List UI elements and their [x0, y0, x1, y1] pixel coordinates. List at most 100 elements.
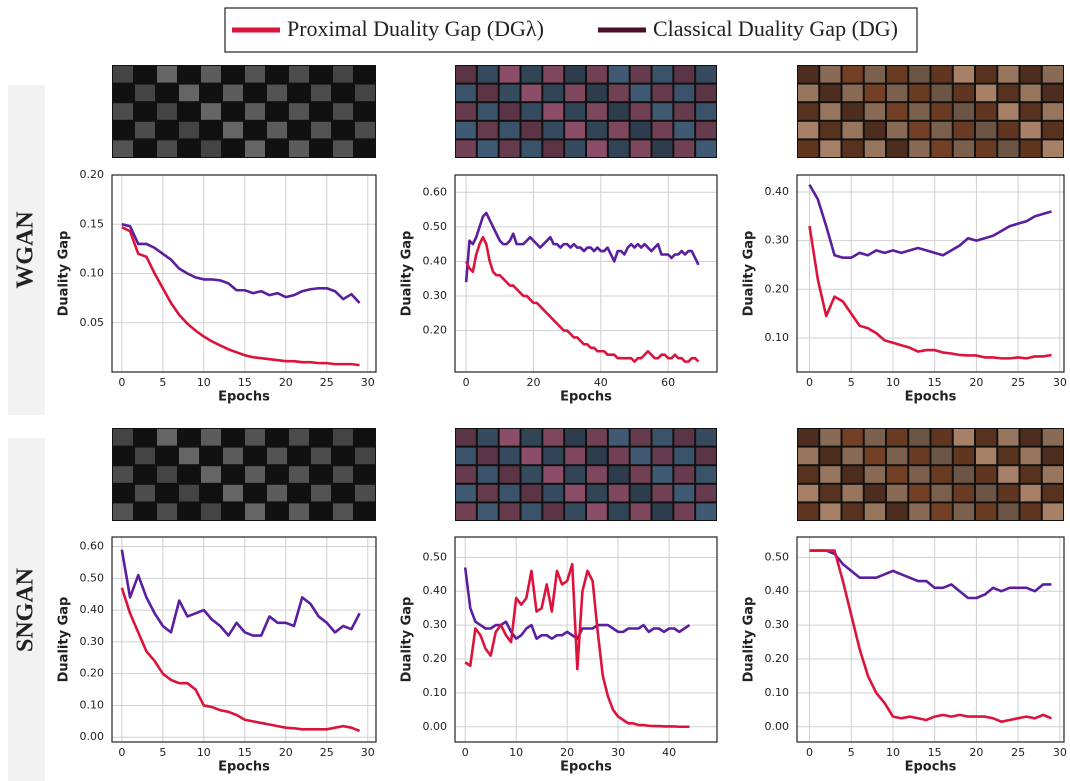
- sample-cell: [267, 503, 287, 520]
- sample-cell: [842, 66, 863, 83]
- x-tick-label: 25: [1011, 746, 1025, 759]
- sample-cell: [113, 484, 133, 502]
- sample-cell: [909, 66, 930, 83]
- sample-cell: [953, 484, 974, 502]
- sample-cell: [135, 429, 155, 446]
- y-tick-label: 0.30: [423, 289, 448, 302]
- sample-cell: [931, 503, 952, 520]
- y-tick-label: 0.50: [423, 220, 448, 233]
- sample-cell: [113, 466, 133, 483]
- y-tick-label: 0.20: [80, 168, 105, 181]
- x-tick-label: 15: [928, 746, 942, 759]
- sample-cell: [201, 484, 221, 502]
- sample-cell: [499, 484, 520, 502]
- x-tick-label: 10: [886, 376, 900, 389]
- data-line: [809, 549, 1052, 600]
- data-line: [464, 562, 690, 729]
- sample-cell: [311, 121, 331, 139]
- sample-cell: [1042, 429, 1063, 446]
- sample-cell: [976, 84, 997, 102]
- sample-cell: [909, 84, 930, 102]
- sample-cell: [1042, 103, 1063, 120]
- y-tick-label: 0.30: [80, 635, 105, 648]
- sample-cell: [113, 447, 133, 465]
- y-tick-label: 0.40: [80, 603, 105, 616]
- sample-cell: [674, 66, 695, 83]
- x-tick-label: 0: [118, 746, 125, 759]
- sample-cell: [608, 466, 629, 483]
- sample-cell: [477, 447, 498, 465]
- y-tick-label: 0.10: [80, 267, 105, 280]
- sample-cell: [1042, 84, 1063, 102]
- sample-cell: [565, 121, 585, 139]
- sample-grid: [112, 428, 376, 521]
- sample-cell: [223, 66, 243, 83]
- sample-cell: [157, 121, 177, 139]
- sample-cell: [477, 66, 498, 83]
- sample-cell: [864, 66, 885, 83]
- sample-cell: [311, 66, 331, 83]
- sample-cell: [864, 447, 885, 465]
- sample-cell: [499, 121, 520, 139]
- sample-cell: [543, 484, 564, 502]
- sample-cell: [696, 503, 716, 520]
- sample-cell: [179, 66, 199, 83]
- sample-cell: [798, 84, 819, 102]
- sample-cell: [223, 466, 243, 483]
- x-tick-label: 5: [848, 376, 855, 389]
- y-tick-label: 0.20: [423, 652, 448, 665]
- sample-cell: [245, 121, 265, 139]
- sample-cell: [565, 103, 585, 120]
- sample-cell: [456, 66, 476, 83]
- sample-cell: [674, 447, 695, 465]
- sample-cell: [245, 484, 265, 502]
- sample-cell: [179, 503, 199, 520]
- y-tick-label: 0.40: [423, 584, 448, 597]
- sample-cell: [630, 84, 651, 102]
- sample-cell: [1020, 447, 1041, 465]
- sample-cell: [245, 140, 265, 157]
- sample-cell: [798, 447, 819, 465]
- sample-cell: [245, 429, 265, 446]
- sample-cell: [976, 503, 997, 520]
- sample-cell: [1042, 447, 1063, 465]
- sample-cell: [223, 84, 243, 102]
- sample-cell: [223, 103, 243, 120]
- sample-cell: [267, 140, 287, 157]
- sample-cell: [953, 447, 974, 465]
- y-tick-label: 0.50: [765, 550, 790, 563]
- sample-cell: [201, 447, 221, 465]
- sample-cell: [565, 140, 585, 157]
- x-tick-label: 40: [662, 746, 676, 759]
- sample-cell: [652, 466, 673, 483]
- sample-cell: [998, 447, 1019, 465]
- sample-cell: [456, 447, 476, 465]
- sample-cell: [565, 66, 585, 83]
- sample-cell: [245, 103, 265, 120]
- sample-cell: [998, 84, 1019, 102]
- sample-cell: [135, 103, 155, 120]
- y-tick-label: 0.10: [765, 686, 790, 699]
- x-tick-label: 30: [611, 746, 625, 759]
- sample-cell: [630, 503, 651, 520]
- sample-cell: [543, 140, 564, 157]
- plot-frame: [796, 174, 1065, 373]
- y-tick-label: 0.40: [423, 254, 448, 267]
- sample-cell: [887, 66, 908, 83]
- sample-cell: [333, 447, 353, 465]
- sample-cell: [630, 447, 651, 465]
- sample-cell: [842, 484, 863, 502]
- sample-cell: [135, 466, 155, 483]
- sample-cell: [179, 466, 199, 483]
- sample-cell: [674, 429, 695, 446]
- sample-cell: [798, 484, 819, 502]
- sample-cell: [289, 103, 309, 120]
- sample-cell: [652, 103, 673, 120]
- sample-cell: [135, 66, 155, 83]
- y-axis-label: Duality Gap: [742, 231, 757, 317]
- x-tick-label: 20: [279, 376, 293, 389]
- sample-cell: [820, 503, 841, 520]
- sample-cell: [477, 503, 498, 520]
- plot-frame: [111, 536, 377, 743]
- sample-cell: [245, 466, 265, 483]
